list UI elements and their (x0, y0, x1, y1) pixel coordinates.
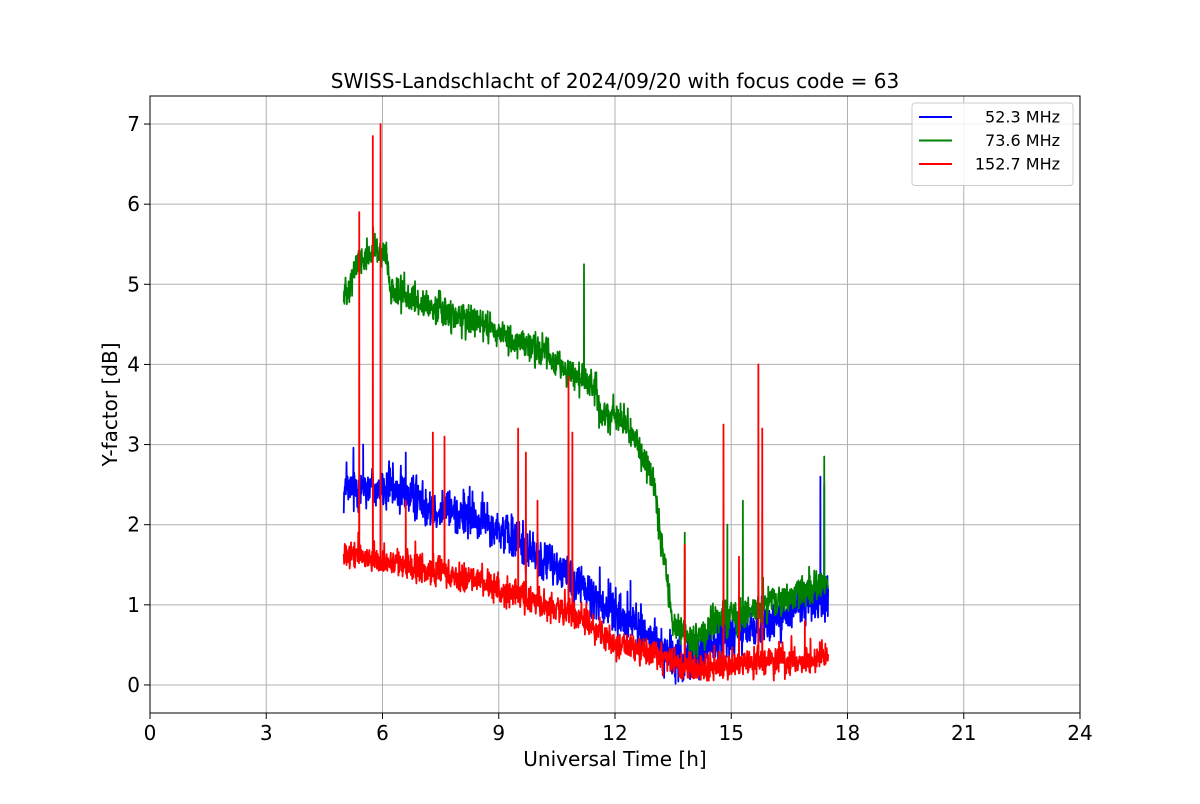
x-axis-label: Universal Time [h] (523, 747, 706, 771)
legend-entries: 52.3 MHz 73.6 MHz 152.7 MHz (919, 108, 1060, 174)
x-tick-label: 24 (1067, 721, 1092, 745)
legend-label: 52.3 MHz (985, 108, 1060, 127)
y-axis-label: Y-factor [dB] (98, 342, 122, 467)
y-tick-label: 1 (127, 593, 140, 617)
y-tick-label: 6 (127, 192, 140, 216)
x-tick-label: 21 (951, 721, 976, 745)
x-tick-label: 18 (835, 721, 860, 745)
y-tick-label: 0 (127, 673, 140, 697)
series-line-0 (342, 443, 830, 685)
legend-label: 73.6 MHz (985, 131, 1060, 150)
x-tick-label: 15 (719, 721, 744, 745)
y-tick-label: 4 (127, 352, 140, 376)
series-line-2 (342, 123, 830, 682)
legend-box (911, 102, 1074, 186)
y-tick-label: 7 (127, 112, 140, 136)
y-tick-label: 5 (127, 272, 140, 296)
y-tick-label: 3 (127, 433, 140, 457)
x-tick-label: 6 (376, 721, 389, 745)
series-lines (342, 123, 830, 685)
x-tick-label: 12 (602, 721, 627, 745)
legend: 52.3 MHz 73.6 MHz 152.7 MHz (911, 102, 1074, 186)
chart-title: SWISS-Landschlacht of 2024/09/20 with fo… (331, 69, 899, 93)
x-tick-label: 3 (260, 721, 273, 745)
x-tick-label: 0 (144, 721, 157, 745)
series-line-1 (342, 226, 830, 664)
legend-label: 152.7 MHz (975, 155, 1060, 174)
grid-lines (149, 96, 1081, 713)
x-tick-label: 9 (492, 721, 505, 745)
y-tick-label: 2 (127, 513, 140, 537)
